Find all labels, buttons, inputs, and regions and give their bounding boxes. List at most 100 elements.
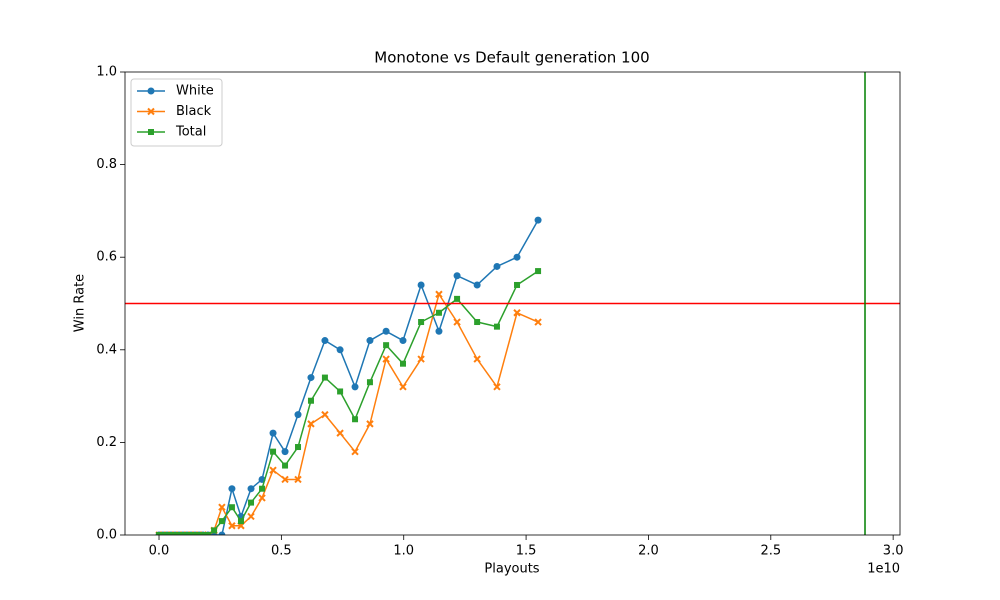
- point: [493, 323, 500, 330]
- point: [336, 346, 344, 354]
- point: [294, 475, 302, 484]
- y-axis-label: Win Rate: [73, 274, 88, 332]
- point: [176, 532, 183, 535]
- point: [382, 327, 390, 335]
- point: [366, 337, 374, 345]
- series-line: [159, 293, 539, 535]
- x-tick-label: 3.0: [883, 544, 904, 559]
- point: [321, 337, 329, 345]
- chart-title: Monotone vs Default generation 100: [374, 49, 649, 67]
- x-tick-label: 2.5: [760, 544, 781, 559]
- point: [307, 397, 314, 404]
- x-tick-label: 1.5: [516, 544, 537, 559]
- point: [270, 448, 277, 455]
- point: [535, 268, 542, 275]
- point: [473, 355, 481, 363]
- point: [281, 475, 289, 484]
- point: [164, 532, 171, 535]
- point: [282, 462, 289, 469]
- point: [228, 504, 235, 511]
- point: [454, 295, 461, 302]
- point: [237, 518, 244, 525]
- point: [196, 532, 203, 535]
- legend-label: Total: [175, 125, 206, 140]
- point: [228, 522, 236, 530]
- legend-marker: [147, 107, 155, 116]
- point: [493, 383, 501, 391]
- point: [514, 281, 521, 288]
- point: [435, 290, 443, 298]
- plot-frame: [124, 71, 901, 536]
- point: [172, 532, 179, 535]
- series-line: [159, 219, 539, 535]
- x-tick-label: 2.0: [638, 544, 659, 559]
- point: [418, 319, 425, 326]
- point: [474, 319, 481, 326]
- point: [493, 262, 501, 270]
- point: [168, 532, 175, 535]
- point: [218, 518, 225, 525]
- point: [307, 374, 315, 382]
- point: [399, 360, 406, 367]
- legend-label: Black: [176, 104, 212, 119]
- x-tick-label: 0.5: [271, 544, 292, 559]
- point: [321, 410, 329, 419]
- x-axis-label: Playouts: [484, 562, 539, 577]
- point: [435, 309, 442, 316]
- point: [513, 253, 521, 261]
- point: [218, 503, 226, 511]
- point: [473, 281, 481, 289]
- point: [211, 527, 218, 534]
- point: [351, 447, 359, 456]
- point: [247, 485, 255, 493]
- point: [248, 499, 255, 506]
- point: [399, 337, 407, 345]
- y-tick-label: 1.0: [96, 65, 117, 80]
- point: [258, 494, 266, 502]
- point: [228, 485, 236, 493]
- point: [534, 216, 542, 224]
- point: [200, 532, 207, 535]
- point: [307, 420, 315, 428]
- legend-marker: [147, 87, 155, 95]
- legend-label: White: [176, 84, 214, 99]
- y-tick-label: 0.4: [96, 342, 117, 357]
- y-tick-label: 0.8: [96, 157, 117, 172]
- y-tick-label: 0.0: [96, 528, 117, 543]
- point: [417, 281, 425, 289]
- point: [351, 383, 359, 391]
- point: [218, 531, 226, 535]
- point: [295, 444, 302, 451]
- point: [352, 416, 359, 423]
- y-tick-label: 0.2: [96, 435, 117, 450]
- plot-area: [125, 72, 900, 535]
- point: [156, 532, 163, 535]
- legend-marker: [148, 129, 154, 135]
- point: [453, 272, 461, 280]
- point: [269, 429, 277, 437]
- point: [321, 374, 328, 381]
- point: [184, 532, 191, 535]
- point: [259, 485, 266, 492]
- point: [336, 429, 344, 437]
- point: [204, 532, 211, 535]
- point: [160, 532, 167, 535]
- point: [435, 327, 443, 335]
- point: [417, 355, 425, 363]
- point: [188, 532, 195, 535]
- point: [294, 411, 302, 419]
- point: [366, 379, 373, 386]
- point: [247, 512, 255, 521]
- point: [399, 383, 407, 391]
- point: [192, 532, 199, 535]
- point: [383, 342, 390, 349]
- y-tick-label: 0.6: [96, 250, 117, 265]
- point: [513, 309, 521, 317]
- point: [281, 448, 289, 456]
- point: [269, 466, 277, 474]
- x-offset-label: 1e10: [867, 562, 900, 577]
- point: [366, 420, 374, 428]
- x-tick-label: 1.0: [393, 544, 414, 559]
